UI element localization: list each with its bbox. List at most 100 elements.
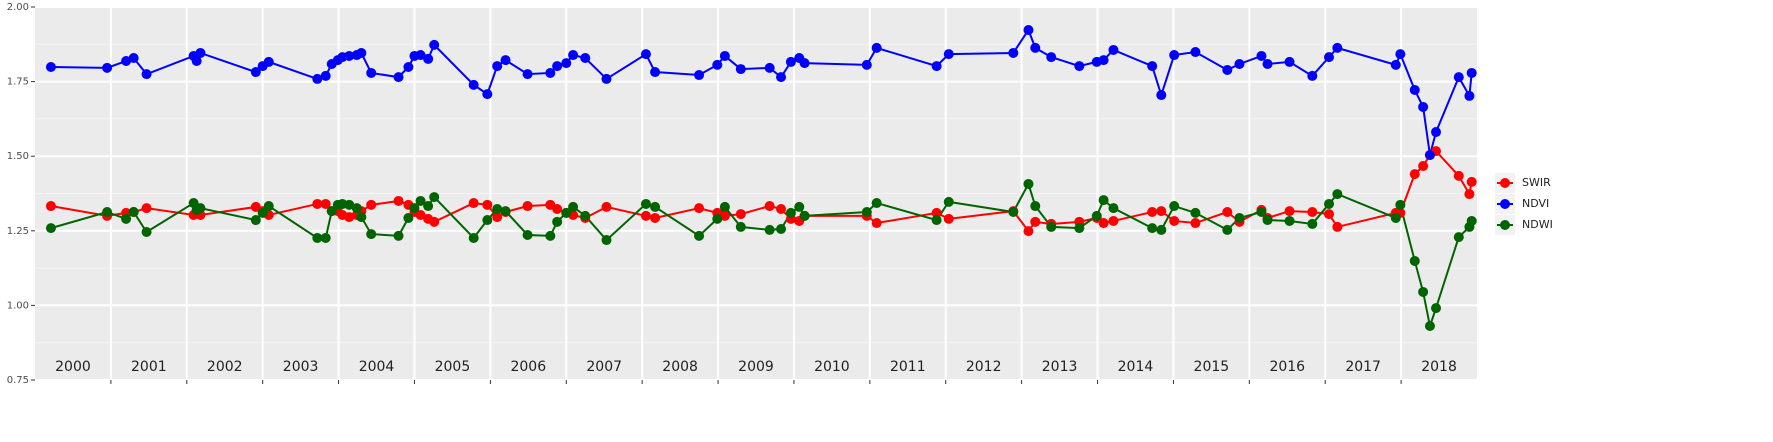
point xyxy=(1169,50,1180,61)
point xyxy=(415,195,426,206)
point xyxy=(366,229,377,240)
year-label: 2017 xyxy=(1345,359,1381,375)
point xyxy=(344,199,355,210)
point xyxy=(1324,198,1335,209)
year-label: 2007 xyxy=(586,359,622,375)
point xyxy=(650,67,661,78)
point xyxy=(601,73,612,84)
point xyxy=(764,62,775,73)
point xyxy=(712,213,723,224)
point xyxy=(257,207,268,218)
point xyxy=(785,207,796,218)
point xyxy=(1466,67,1477,78)
point xyxy=(522,229,533,240)
point xyxy=(568,50,579,61)
y-tick-label: 1.50 xyxy=(7,151,29,162)
legend-label: NDVI xyxy=(1522,197,1549,210)
point xyxy=(1190,218,1201,229)
point xyxy=(1453,72,1464,83)
point xyxy=(468,198,479,209)
year-label: 2005 xyxy=(435,359,471,375)
point xyxy=(1307,218,1318,229)
point xyxy=(552,216,563,227)
point xyxy=(45,201,56,212)
year-label: 2010 xyxy=(814,359,850,375)
point xyxy=(568,201,579,212)
y-tick-label: 1.00 xyxy=(7,300,29,311)
point xyxy=(650,201,661,212)
point xyxy=(1307,207,1318,218)
point xyxy=(351,203,362,214)
point xyxy=(500,206,511,217)
point xyxy=(776,204,787,215)
point xyxy=(1108,44,1119,55)
year-label: 2008 xyxy=(662,359,698,375)
point xyxy=(482,215,493,226)
point xyxy=(1418,101,1429,112)
legend-key-point xyxy=(1500,220,1510,230)
point xyxy=(712,59,723,70)
point xyxy=(601,235,612,246)
point xyxy=(393,195,404,206)
y-tick-label: 1.25 xyxy=(7,226,29,237)
point xyxy=(943,213,954,224)
point xyxy=(250,67,261,78)
point xyxy=(561,207,572,218)
point xyxy=(1284,206,1295,217)
point xyxy=(545,67,556,78)
point xyxy=(799,210,810,221)
point xyxy=(1453,170,1464,181)
point xyxy=(1466,176,1477,187)
year-label: 2006 xyxy=(510,359,546,375)
point xyxy=(871,218,882,229)
point xyxy=(1098,195,1109,206)
point xyxy=(764,224,775,235)
point xyxy=(1074,61,1085,72)
legend-label: NDWI xyxy=(1522,218,1553,231)
point xyxy=(1023,24,1034,35)
point xyxy=(423,201,434,212)
point xyxy=(45,223,56,234)
point xyxy=(1390,212,1401,223)
point xyxy=(1390,59,1401,70)
point xyxy=(320,232,331,243)
year-label: 2001 xyxy=(131,359,167,375)
point xyxy=(1074,223,1085,234)
point xyxy=(1332,221,1343,232)
year-label: 2013 xyxy=(1042,359,1078,375)
point xyxy=(1091,210,1102,221)
point xyxy=(1307,70,1318,81)
point xyxy=(1409,255,1420,266)
point xyxy=(423,53,434,64)
point xyxy=(468,232,479,243)
point xyxy=(931,61,942,72)
point xyxy=(320,198,331,209)
point xyxy=(1156,206,1167,217)
point xyxy=(250,215,261,226)
point xyxy=(1156,224,1167,235)
point xyxy=(195,203,206,214)
point xyxy=(312,232,323,243)
point xyxy=(415,50,426,61)
point xyxy=(861,59,872,70)
point xyxy=(1222,64,1233,75)
point xyxy=(545,230,556,241)
point xyxy=(943,49,954,60)
y-tick-label: 2.00 xyxy=(7,2,29,13)
y-tick-label: 0.75 xyxy=(7,375,29,386)
year-label: 2009 xyxy=(738,359,774,375)
point xyxy=(640,49,651,60)
point xyxy=(102,62,113,73)
point xyxy=(719,210,730,221)
point xyxy=(1324,209,1335,220)
point xyxy=(1030,216,1041,227)
point xyxy=(403,212,414,223)
point xyxy=(943,196,954,207)
point xyxy=(1147,223,1158,234)
point xyxy=(121,213,132,224)
point xyxy=(1108,203,1119,214)
point xyxy=(1464,189,1475,200)
point xyxy=(694,203,705,214)
point xyxy=(650,212,661,223)
point xyxy=(1332,42,1343,53)
